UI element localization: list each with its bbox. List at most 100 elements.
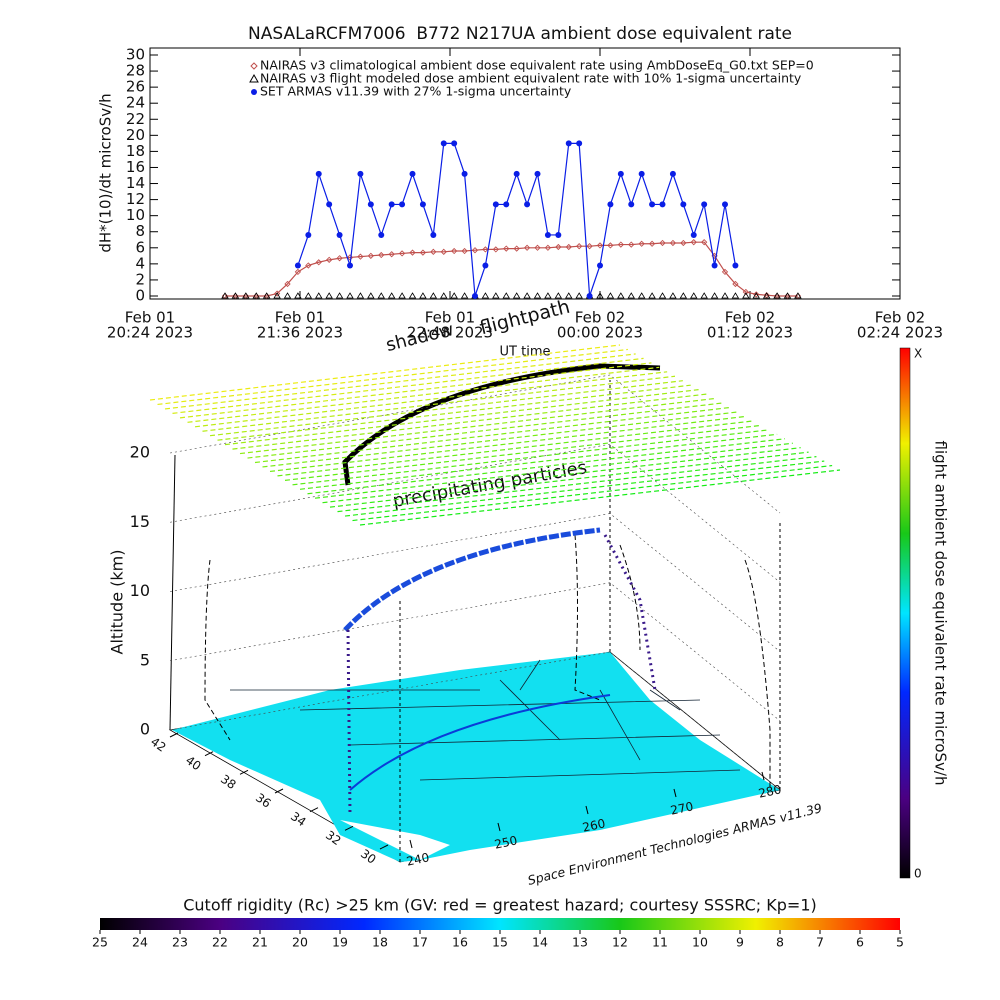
- point: [794, 292, 802, 299]
- x-tick-label: Feb 02: [725, 309, 775, 327]
- precip-plane: [202, 375, 676, 432]
- point: [742, 292, 750, 299]
- y-tick-label: 26: [126, 78, 145, 96]
- point: [262, 292, 271, 299]
- y-tick-label: 30: [126, 46, 145, 64]
- point: [607, 242, 614, 249]
- point: [451, 140, 458, 147]
- annotation: UT time: [500, 345, 551, 360]
- z-tick-label: 10: [130, 581, 150, 600]
- precip-plane: [164, 353, 636, 410]
- point: [399, 201, 406, 208]
- point: [752, 292, 760, 299]
- point: [701, 239, 708, 246]
- legend-item: NAIRAS v3 climatological ambient dose eq…: [250, 58, 814, 73]
- point: [273, 290, 281, 297]
- x-tick-label: 00:00 2023: [557, 324, 643, 342]
- rigidity-tick-label: 16: [452, 935, 468, 950]
- point: [690, 292, 698, 299]
- point: [492, 292, 500, 299]
- rigidity-tick-label: 23: [172, 935, 188, 950]
- point: [722, 201, 728, 208]
- z-axis-label: Altitude (km): [108, 550, 127, 655]
- y-tick-label: 10: [126, 206, 145, 224]
- y-tick-label: 28: [126, 62, 145, 80]
- point: [544, 231, 551, 238]
- scene-3d: flightpath shadow UT time precipitating …: [108, 296, 841, 888]
- rigidity-tick-label: 11: [652, 935, 668, 950]
- point: [690, 239, 697, 246]
- point: [335, 292, 344, 299]
- y-tick-label: 20: [126, 126, 145, 144]
- point: [367, 252, 374, 259]
- lon-tick: [497, 822, 501, 832]
- y-tick-label: 8: [135, 222, 145, 240]
- precip-plane: [179, 362, 652, 419]
- point: [294, 292, 302, 299]
- y-tick-label: 22: [126, 110, 145, 128]
- point: [408, 292, 417, 299]
- rigidity-tick-label: 10: [692, 935, 708, 950]
- point: [481, 292, 490, 299]
- point: [326, 201, 333, 208]
- point: [544, 292, 552, 299]
- point: [409, 249, 416, 256]
- legend-marker: [251, 89, 257, 95]
- ground-track: [349, 694, 611, 791]
- lon-tick: [585, 805, 589, 815]
- point: [596, 242, 604, 249]
- point: [783, 292, 792, 299]
- precip-plane: [344, 460, 825, 517]
- point: [294, 268, 302, 276]
- point: [367, 292, 375, 299]
- point: [534, 170, 541, 177]
- point: [701, 201, 708, 208]
- lon-tick-label: 250: [493, 833, 518, 851]
- y-tick-label: 16: [126, 158, 145, 176]
- point: [357, 170, 364, 177]
- point: [680, 239, 687, 247]
- z-tick-label: 15: [130, 512, 150, 531]
- x-tick-label: Feb 01: [425, 309, 475, 327]
- point: [617, 292, 625, 299]
- lat-tick: [169, 732, 179, 738]
- precip-plane: [277, 420, 754, 477]
- point: [753, 291, 760, 298]
- rigidity-tick-label: 8: [776, 935, 784, 950]
- lat-tick: [204, 751, 214, 757]
- precip-plane: [209, 380, 683, 437]
- plot-frame: [149, 47, 901, 300]
- point: [336, 231, 343, 238]
- point: [597, 262, 603, 269]
- dose-colorbar-top: X: [914, 347, 922, 361]
- point: [388, 251, 395, 258]
- grid-line: [169, 651, 781, 791]
- map: [172, 652, 780, 862]
- precip-plane: [149, 344, 621, 401]
- point: [648, 240, 656, 247]
- point: [305, 262, 312, 269]
- point: [513, 245, 520, 252]
- point: [731, 292, 740, 299]
- point: [523, 292, 531, 299]
- rigidity-tick-label: 9: [736, 935, 744, 950]
- y-tick-label: 24: [126, 94, 145, 112]
- flight-path: [343, 527, 601, 632]
- point: [721, 268, 729, 276]
- point: [440, 140, 447, 147]
- precip-plane: [217, 384, 691, 441]
- point: [606, 292, 615, 299]
- lat-tick-label: 40: [183, 753, 204, 773]
- point: [576, 243, 583, 250]
- rigidity-tick-label: 22: [212, 935, 228, 950]
- x-tick-label: Feb 01: [275, 309, 325, 327]
- point: [242, 292, 250, 299]
- point: [419, 292, 427, 299]
- point: [430, 248, 437, 255]
- lat-tick: [309, 807, 319, 813]
- point: [482, 262, 489, 269]
- x-tick-label: 01:12 2023: [707, 324, 793, 342]
- y-axis-label: dH*(10)/dt microSv/h: [97, 93, 115, 252]
- point: [304, 292, 313, 299]
- dose-colorbar-label: flight ambient dose equivalent rate micr…: [932, 441, 950, 786]
